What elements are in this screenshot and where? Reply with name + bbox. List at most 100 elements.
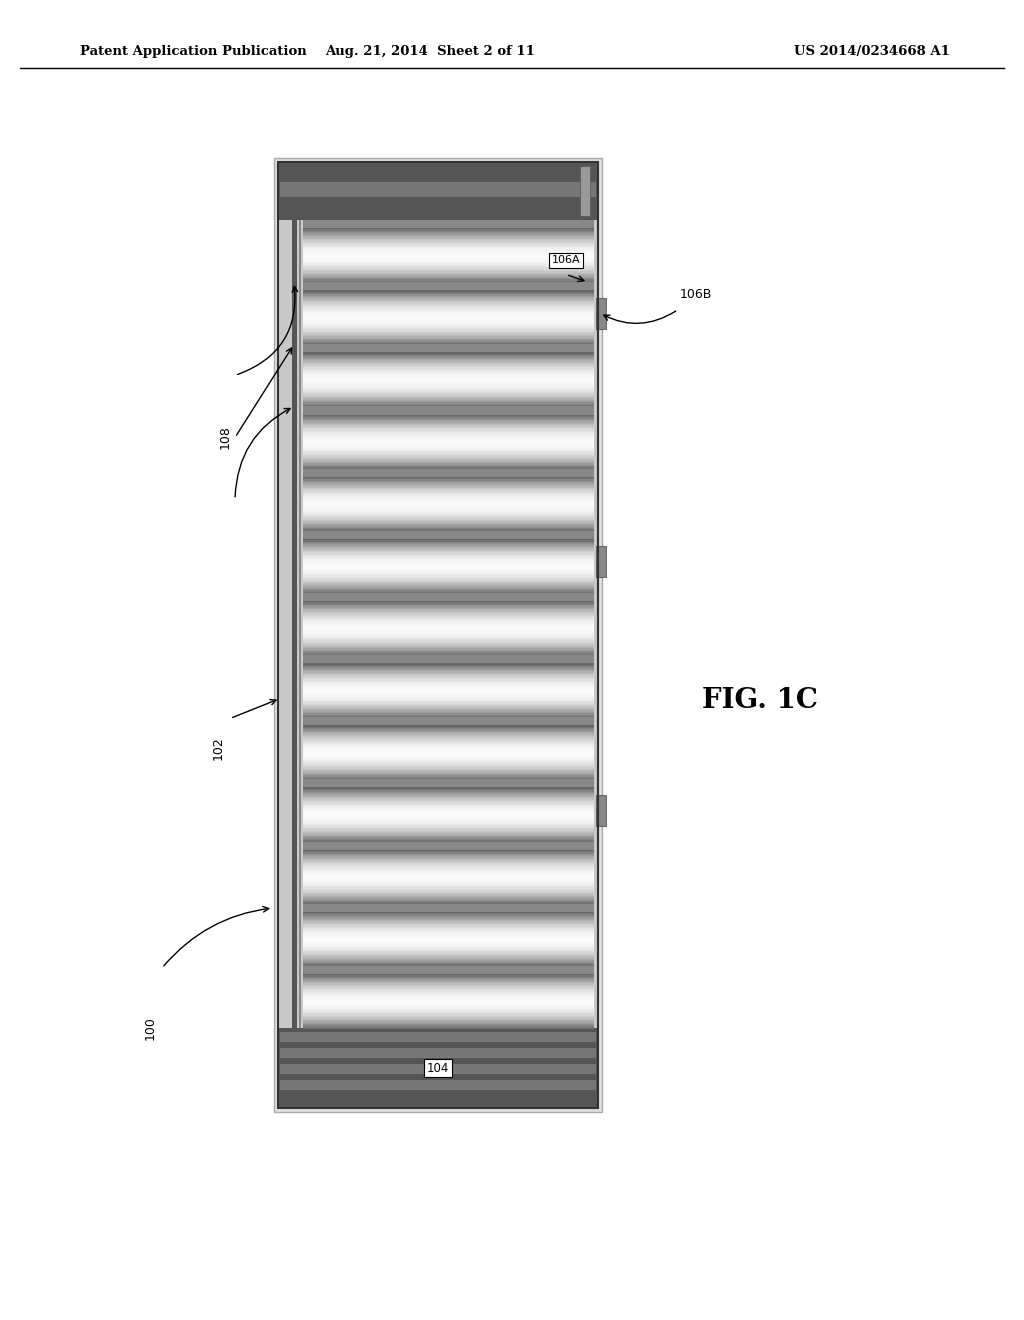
Bar	[303, 424, 594, 426]
Bar	[303, 492, 594, 495]
Bar	[303, 713, 594, 715]
Bar	[303, 956, 594, 957]
Bar	[303, 257, 594, 260]
Bar	[303, 442, 594, 444]
Bar	[303, 825, 594, 828]
Bar	[303, 323, 594, 326]
Bar	[303, 978, 594, 979]
Bar	[303, 841, 594, 842]
Bar	[303, 739, 594, 741]
Bar	[303, 453, 594, 454]
Bar	[303, 824, 594, 826]
Bar	[303, 605, 594, 607]
Bar	[303, 1020, 594, 1022]
Bar	[303, 618, 594, 619]
Bar	[303, 420, 594, 422]
Bar	[303, 583, 594, 585]
Bar	[303, 488, 594, 491]
Text: 104: 104	[427, 1061, 450, 1074]
Bar	[303, 1027, 594, 1028]
Bar	[303, 743, 594, 744]
Bar	[303, 941, 594, 944]
Bar	[303, 462, 594, 463]
Bar	[303, 444, 594, 445]
Bar	[303, 578, 594, 579]
Bar	[303, 610, 594, 612]
Bar	[303, 228, 594, 230]
Bar	[303, 888, 594, 891]
Bar	[303, 477, 594, 479]
Bar	[303, 817, 594, 818]
Bar	[303, 428, 594, 430]
Bar	[280, 1032, 596, 1041]
Bar	[303, 928, 594, 929]
Bar	[303, 527, 594, 528]
Bar	[303, 371, 594, 374]
Bar	[303, 272, 594, 273]
Bar	[303, 820, 594, 822]
Bar	[303, 804, 594, 805]
Bar	[303, 397, 594, 399]
Bar	[303, 977, 594, 978]
Bar	[303, 1006, 594, 1008]
Bar	[303, 395, 594, 396]
Bar	[303, 948, 594, 950]
Bar	[303, 614, 594, 615]
Bar	[303, 426, 594, 429]
Bar	[303, 314, 594, 317]
Bar	[303, 300, 594, 301]
Bar	[303, 822, 594, 825]
Bar	[303, 651, 594, 653]
Bar	[303, 372, 594, 375]
Bar	[303, 359, 594, 360]
Bar	[303, 904, 594, 912]
Bar	[303, 883, 594, 886]
Bar	[303, 766, 594, 768]
Bar	[303, 867, 594, 869]
Bar	[303, 1015, 594, 1016]
Bar	[303, 441, 594, 442]
Bar	[303, 334, 594, 335]
Bar	[303, 358, 594, 359]
Bar	[303, 235, 594, 236]
Bar	[303, 710, 594, 713]
Bar	[303, 566, 594, 568]
Bar	[303, 734, 594, 735]
Bar	[303, 653, 594, 656]
Bar	[303, 531, 594, 539]
Bar	[303, 450, 594, 451]
Bar	[303, 750, 594, 751]
Bar	[303, 619, 594, 620]
Bar	[303, 797, 594, 799]
Bar	[303, 407, 594, 414]
Bar	[303, 1023, 594, 1024]
Bar	[303, 317, 594, 319]
Bar	[303, 370, 594, 372]
Bar	[303, 964, 594, 965]
Bar	[303, 264, 594, 267]
Bar	[303, 832, 594, 834]
Bar	[303, 800, 594, 801]
Bar	[303, 789, 594, 791]
Bar	[303, 620, 594, 622]
Bar	[303, 791, 594, 792]
Bar	[303, 1026, 594, 1027]
Bar	[303, 702, 594, 704]
Text: 106A: 106A	[552, 255, 581, 265]
Bar	[303, 546, 594, 549]
Bar	[303, 401, 594, 403]
Bar	[303, 677, 594, 678]
Bar	[303, 375, 594, 378]
Bar	[303, 727, 594, 729]
Bar	[303, 738, 594, 739]
Bar	[303, 866, 594, 867]
Bar	[303, 586, 594, 587]
Bar	[303, 896, 594, 899]
Bar	[303, 949, 594, 952]
Bar	[278, 162, 598, 220]
Bar	[580, 166, 590, 216]
Bar	[303, 502, 594, 503]
Bar	[303, 434, 594, 437]
Bar	[303, 429, 594, 432]
Bar	[303, 1022, 594, 1023]
